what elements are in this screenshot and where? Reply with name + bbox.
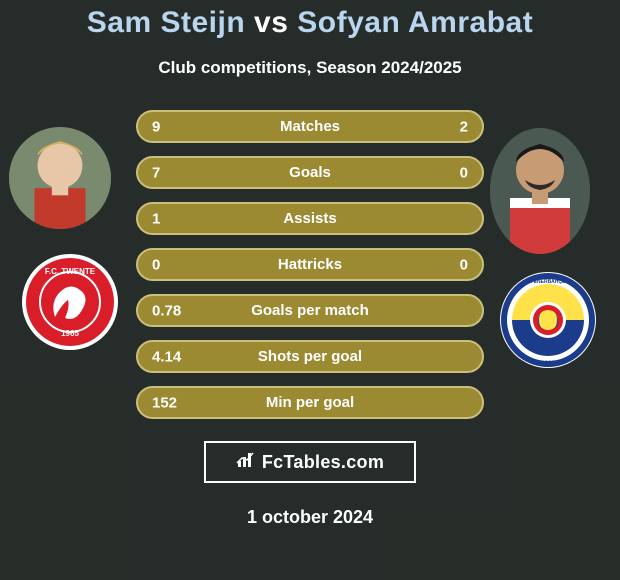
stat-right-value: 0 bbox=[460, 164, 468, 181]
stat-label: Matches bbox=[280, 118, 340, 135]
date-text: 1 october 2024 bbox=[0, 507, 620, 528]
subtitle: Club competitions, Season 2024/2025 bbox=[0, 58, 620, 78]
stat-label: Shots per goal bbox=[258, 348, 362, 365]
stat-row: 4.14 Shots per goal bbox=[136, 340, 484, 373]
stat-label: Goals per match bbox=[251, 302, 369, 319]
club-badge-right: FENERBAHÇE 1907 bbox=[498, 270, 598, 370]
stat-row: 152 Min per goal bbox=[136, 386, 484, 419]
stat-row: 0.78 Goals per match bbox=[136, 294, 484, 327]
player2-name: Sofyan Amrabat bbox=[297, 6, 533, 39]
player1-name: Sam Steijn bbox=[87, 6, 245, 39]
vs-text: vs bbox=[254, 6, 288, 39]
stat-row: 1 Assists bbox=[136, 202, 484, 235]
svg-text:1907: 1907 bbox=[541, 361, 555, 367]
stat-label: Min per goal bbox=[266, 394, 354, 411]
player1-avatar bbox=[9, 127, 111, 229]
stat-label: Assists bbox=[283, 210, 336, 227]
stat-left-value: 9 bbox=[152, 118, 160, 135]
svg-text:F.C. TWENTE: F.C. TWENTE bbox=[45, 267, 96, 276]
svg-text:1965: 1965 bbox=[61, 329, 79, 338]
stat-left-value: 152 bbox=[152, 394, 177, 411]
logo-text: FcTables.com bbox=[262, 452, 384, 473]
stat-left-value: 1 bbox=[152, 210, 160, 227]
stat-row: 7 Goals 0 bbox=[136, 156, 484, 189]
club-badge-left: F.C. TWENTE 1965 bbox=[20, 252, 120, 352]
stat-left-value: 7 bbox=[152, 164, 160, 181]
player2-avatar bbox=[490, 128, 590, 254]
chart-icon bbox=[236, 451, 256, 474]
stat-label: Goals bbox=[289, 164, 331, 181]
stat-label: Hattricks bbox=[278, 256, 342, 273]
stat-right-value: 2 bbox=[460, 118, 468, 135]
stat-right-value: 0 bbox=[460, 256, 468, 273]
stat-left-value: 4.14 bbox=[152, 348, 181, 365]
stat-row: 9 Matches 2 bbox=[136, 110, 484, 143]
fctables-logo: FcTables.com bbox=[204, 441, 416, 483]
comparison-title: Sam Steijn vs Sofyan Amrabat bbox=[0, 6, 620, 40]
stat-left-value: 0 bbox=[152, 256, 160, 273]
stat-row: 0 Hattricks 0 bbox=[136, 248, 484, 281]
stat-left-value: 0.78 bbox=[152, 302, 181, 319]
svg-text:FENERBAHÇE: FENERBAHÇE bbox=[531, 279, 566, 285]
